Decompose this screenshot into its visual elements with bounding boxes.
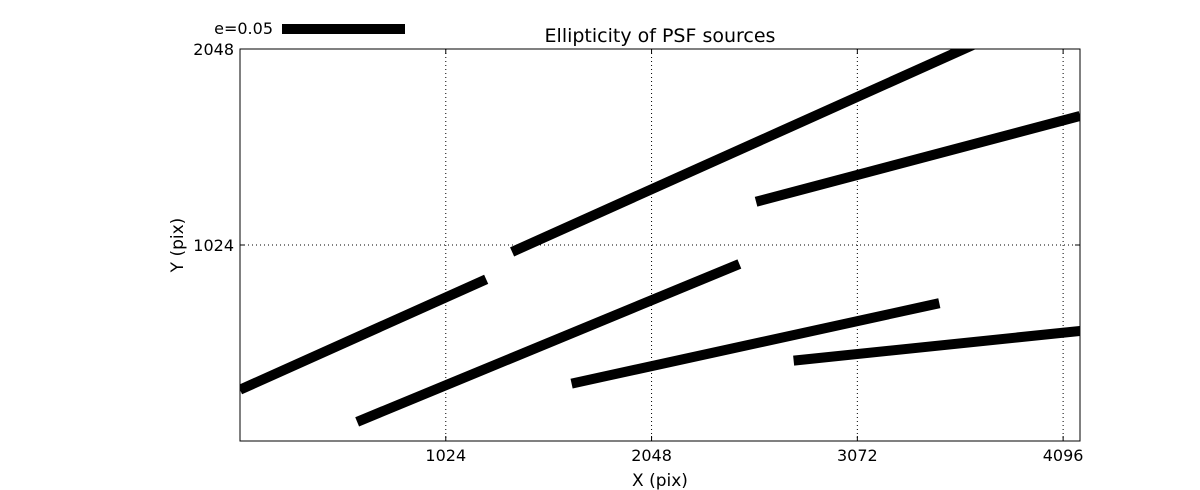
tick-labels: 1024 2048 3072 4096 1024 2048 bbox=[193, 40, 1083, 465]
ellipticity-stick bbox=[754, 111, 1080, 207]
ellipticity-sticks bbox=[240, 49, 1080, 427]
axis-ticks bbox=[240, 48, 1080, 441]
chart-title: Ellipticity of PSF sources bbox=[545, 25, 776, 47]
ellipticity-stick bbox=[570, 298, 941, 389]
x-tick-label: 4096 bbox=[1043, 446, 1084, 465]
ellipticity-stick bbox=[355, 259, 742, 427]
ellipticity-stick bbox=[510, 49, 977, 257]
x-tick-label: 2048 bbox=[631, 446, 672, 465]
legend: e=0.05 bbox=[214, 19, 405, 38]
y-tick-label: 1024 bbox=[193, 236, 234, 255]
x-tick-label: 1024 bbox=[425, 446, 466, 465]
ellipticity-stick bbox=[240, 274, 489, 395]
x-tick-label: 3072 bbox=[837, 446, 878, 465]
ellipticity-stick bbox=[793, 325, 1080, 366]
legend-label: e=0.05 bbox=[214, 19, 273, 38]
y-tick-label: 2048 bbox=[193, 40, 234, 59]
grid-lines bbox=[240, 49, 1080, 441]
y-axis-label: Y (pix) bbox=[168, 218, 188, 274]
x-axis-label: X (pix) bbox=[632, 471, 688, 490]
